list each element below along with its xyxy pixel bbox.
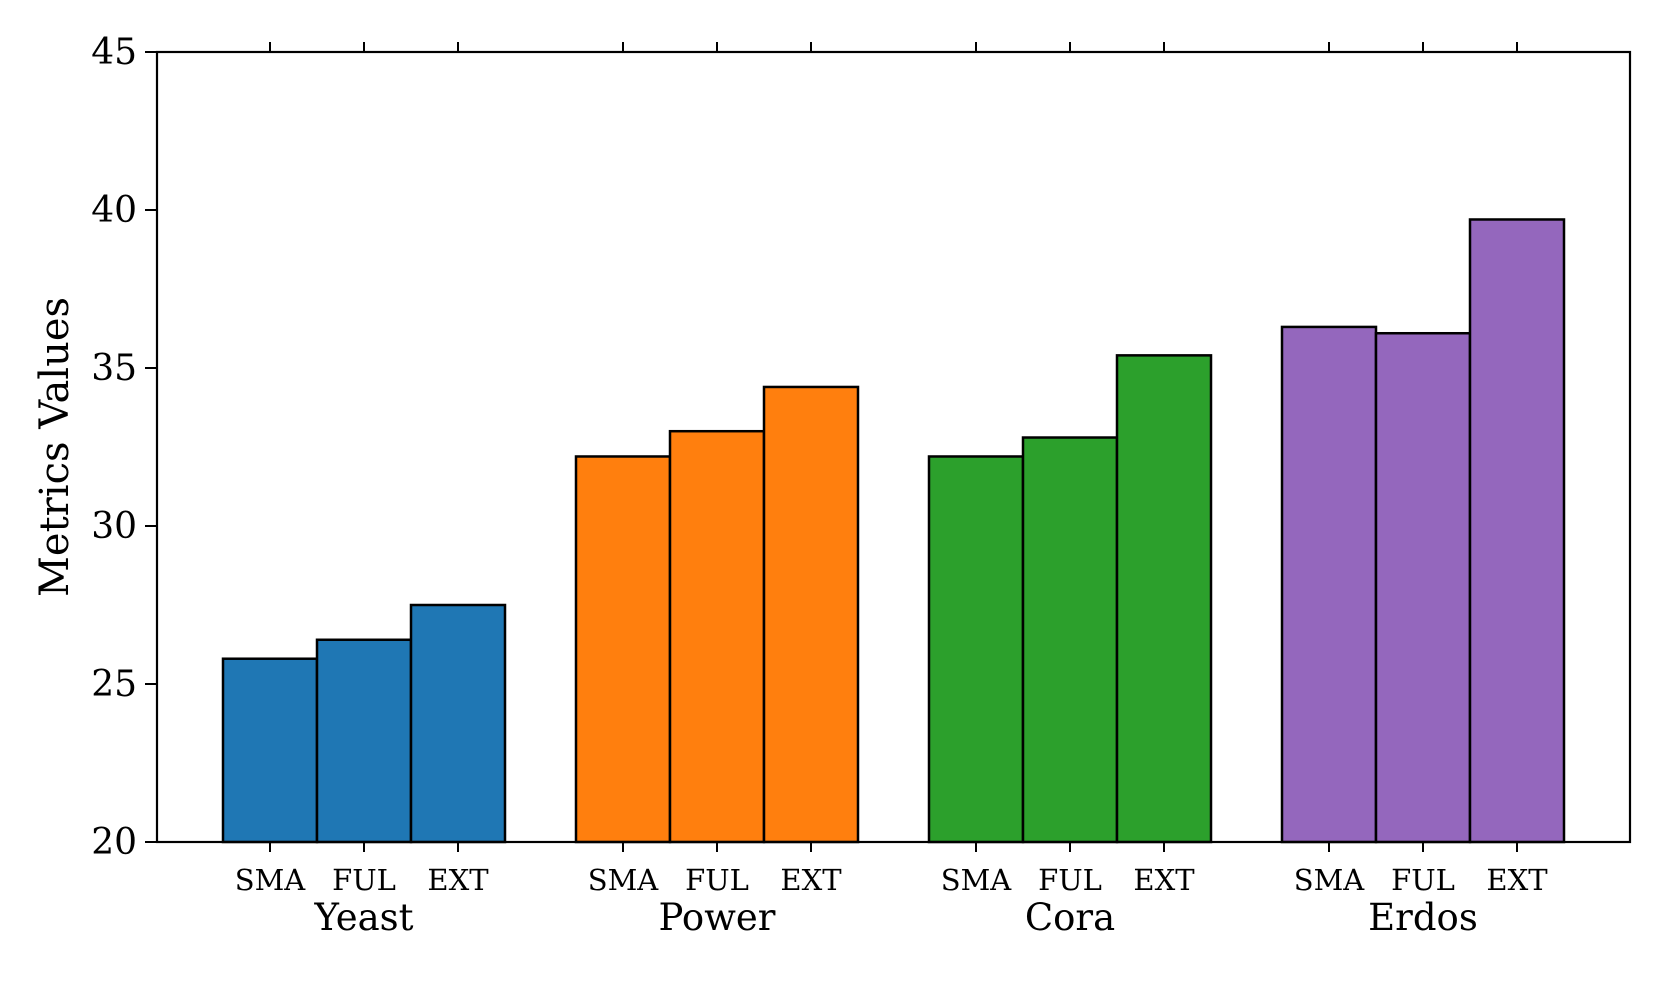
bar-power-ful <box>668 429 766 844</box>
x-tick-label: SMA <box>235 863 307 897</box>
bar-yeast-sma <box>221 657 319 844</box>
y-tick-label: 35 <box>91 348 137 389</box>
x-tick-label: SMA <box>941 863 1013 897</box>
bar-power-ext <box>762 385 860 844</box>
bar-erdos-ext <box>1468 218 1566 844</box>
bar-cora-ful <box>1021 436 1119 844</box>
plot-frame <box>155 50 1632 844</box>
group-label-cora: Cora <box>1025 896 1115 939</box>
x-tick-label: FUL <box>1391 863 1455 897</box>
bar-erdos-sma <box>1280 325 1378 844</box>
y-tick-label: 30 <box>91 506 137 547</box>
y-tick-label: 40 <box>91 190 137 231</box>
group-label-erdos: Erdos <box>1368 896 1478 939</box>
bars-layer <box>221 218 1566 844</box>
y-tick-label: 25 <box>91 664 137 705</box>
bar-power-sma <box>574 455 672 844</box>
x-tick-label: EXT <box>1486 863 1548 897</box>
x-tick-label: FUL <box>332 863 396 897</box>
x-tick-label: SMA <box>1294 863 1366 897</box>
x-tick-label: EXT <box>780 863 842 897</box>
y-tick-label: 20 <box>91 822 137 863</box>
y-tick-label: 45 <box>91 32 137 73</box>
bar-cora-ext <box>1115 354 1213 844</box>
y-axis-title: Metrics Values <box>32 297 78 597</box>
x-tick-label: SMA <box>588 863 660 897</box>
bar-erdos-ful <box>1374 331 1472 844</box>
bar-yeast-ful <box>315 638 413 844</box>
bar-cora-sma <box>927 455 1025 844</box>
x-tick-label: EXT <box>427 863 489 897</box>
x-tick-label: FUL <box>1038 863 1102 897</box>
group-label-yeast: Yeast <box>313 896 413 939</box>
group-label-power: Power <box>659 896 776 939</box>
bar-yeast-ext <box>409 603 507 844</box>
x-tick-label: FUL <box>685 863 749 897</box>
x-tick-label: EXT <box>1133 863 1195 897</box>
